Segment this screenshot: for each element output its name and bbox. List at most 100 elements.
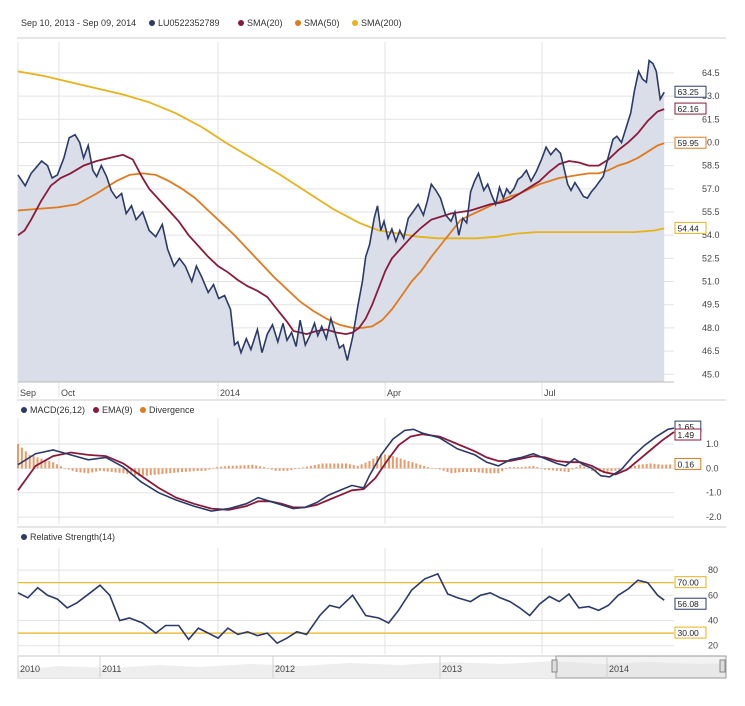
macd-legend: MACD(26,12) EMA(9) Divergence bbox=[21, 405, 195, 415]
price-x-tick: Jul bbox=[544, 388, 556, 398]
divergence-bar bbox=[290, 468, 293, 470]
divergence-bar bbox=[384, 454, 387, 469]
rsi-reference-badge-box bbox=[674, 576, 707, 589]
divergence-bar bbox=[493, 468, 496, 474]
sma20-value-badge: 62.16 bbox=[678, 104, 700, 114]
divergence-bar bbox=[485, 468, 488, 474]
divergence-bar bbox=[20, 447, 23, 469]
divergence-bar bbox=[192, 468, 195, 472]
divergence-bar bbox=[415, 463, 418, 469]
divergence-bar bbox=[99, 468, 101, 471]
divergence-bar bbox=[469, 468, 472, 472]
price-y-tick: 48.0 bbox=[702, 323, 720, 333]
price-y-tick: 61.5 bbox=[702, 114, 720, 124]
divergence-bar bbox=[212, 468, 215, 469]
divergence-bar bbox=[438, 468, 441, 470]
divergence-bar bbox=[235, 465, 238, 469]
divergence-bar bbox=[145, 468, 148, 476]
divergence-bar bbox=[341, 463, 344, 469]
divergence-bar bbox=[610, 468, 613, 472]
divergence-bar bbox=[633, 465, 636, 469]
divergence-bar bbox=[282, 468, 285, 471]
navigator-selection[interactable] bbox=[555, 655, 727, 679]
divergence-bar bbox=[442, 468, 445, 471]
divergence-bar bbox=[466, 468, 469, 472]
sma200-legend-label: SMA(200) bbox=[361, 18, 402, 28]
rsi-legend-label: Relative Strength(14) bbox=[30, 532, 115, 542]
sma50-legend-label: SMA(50) bbox=[304, 18, 340, 28]
range-navigator[interactable]: 2010 2011 2012 2013 2014 bbox=[17, 655, 727, 679]
ema-legend-label: EMA(9) bbox=[102, 405, 133, 415]
divergence-bar bbox=[454, 468, 457, 473]
divergence-bar bbox=[653, 463, 656, 469]
divergence-bar bbox=[520, 467, 523, 469]
divergence-bar bbox=[602, 468, 605, 472]
divergence-bar bbox=[645, 463, 648, 469]
divergence-bar bbox=[364, 462, 367, 469]
price-value-badges: 63.25 62.16 59.95 54.44 bbox=[674, 85, 707, 234]
rsi-legend: Relative Strength(14) bbox=[21, 532, 115, 542]
divergence-bar bbox=[87, 468, 90, 474]
divergence-bar bbox=[512, 467, 515, 469]
price-legend: Sep 10, 2013 - Sep 09, 2014 LU0522352789… bbox=[21, 18, 402, 28]
macd-legend-dot bbox=[21, 407, 27, 413]
divergence-bar bbox=[430, 467, 433, 469]
divergence-bar bbox=[157, 468, 160, 475]
price-value-badge-box bbox=[674, 85, 707, 98]
divergence-bar bbox=[337, 463, 340, 469]
divergence-bar bbox=[661, 464, 664, 469]
divergence-bar bbox=[28, 454, 31, 469]
navigator-year-label: 2012 bbox=[275, 664, 295, 674]
divergence-bar bbox=[102, 468, 105, 472]
sma200-line bbox=[17, 70, 665, 240]
divergence-bar bbox=[83, 468, 86, 473]
divergence-bar bbox=[110, 468, 113, 472]
divergence-bar bbox=[294, 468, 297, 470]
divergence-bar bbox=[79, 468, 82, 473]
divergence-bar bbox=[509, 467, 511, 469]
divergence-bar bbox=[360, 464, 363, 469]
divergence-bar bbox=[32, 456, 35, 469]
divergence-bar bbox=[177, 468, 180, 473]
rsi-reference-lines bbox=[18, 582, 674, 634]
navigator-left-handle[interactable] bbox=[551, 659, 558, 673]
divergence-bar bbox=[481, 468, 484, 473]
price-x-tick: Sep bbox=[20, 388, 36, 398]
navigator-right-handle[interactable] bbox=[719, 659, 726, 673]
macd-y-axis: 1.0 0.0 -1.0 -2.0 bbox=[706, 439, 722, 522]
divergence-bar bbox=[309, 465, 312, 469]
price-legend-dot bbox=[149, 20, 155, 26]
divergence-bar bbox=[184, 468, 187, 472]
divergence-bar bbox=[563, 468, 566, 472]
rsi-value-badges: 70.00 30.00 56.08 bbox=[674, 576, 707, 639]
divergence-bar bbox=[188, 468, 191, 472]
divergence-bar bbox=[251, 464, 254, 469]
divergence-bar bbox=[618, 468, 621, 470]
divergence-bar bbox=[372, 458, 375, 469]
divergence-legend-label: Divergence bbox=[149, 405, 195, 415]
rsi-y-tick: 60 bbox=[708, 590, 718, 600]
divergence-bar bbox=[266, 468, 269, 469]
divergence-bar bbox=[473, 468, 476, 472]
divergence-bar bbox=[571, 468, 574, 470]
price-line bbox=[17, 58, 665, 361]
price-y-tick: 45.0 bbox=[702, 369, 720, 379]
sma200-value-badge: 54.44 bbox=[678, 223, 700, 233]
price-y-tick: 54.0 bbox=[702, 230, 720, 240]
divergence-bar bbox=[501, 468, 504, 472]
price-y-tick: 52.5 bbox=[702, 253, 720, 263]
price-y-tick: 64.5 bbox=[702, 68, 720, 78]
divergence-bar bbox=[243, 465, 246, 469]
divergence-bar bbox=[583, 466, 586, 469]
macd-value-badges: 1.651.49 0.16 bbox=[674, 420, 702, 470]
divergence-bar bbox=[165, 468, 168, 474]
divergence-bar bbox=[665, 464, 668, 469]
macd-y-tick: 0.0 bbox=[706, 463, 719, 473]
ema-legend-dot bbox=[93, 407, 99, 413]
divergence-bar bbox=[380, 453, 383, 469]
divergence-bar bbox=[270, 468, 273, 470]
macd-panel: 1.0 0.0 -1.0 -2.0 1.651.49 0.16 bbox=[17, 418, 722, 524]
divergence-bar bbox=[657, 464, 660, 469]
rsi-value-badge: 56.08 bbox=[678, 599, 700, 609]
sma50-line bbox=[17, 142, 665, 329]
